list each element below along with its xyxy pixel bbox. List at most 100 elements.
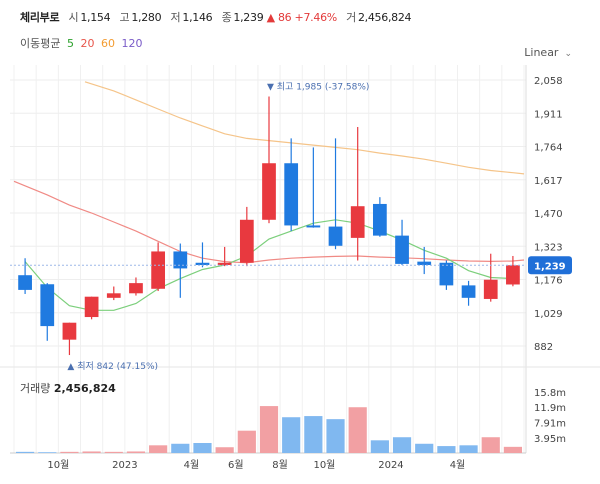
volume-bar: [237, 430, 256, 453]
volume-value: 2,456,824: [54, 382, 116, 395]
candle-body: [350, 206, 365, 238]
candle-body: [40, 284, 55, 327]
ma60-line: [84, 81, 525, 175]
x-tick-label: 10월: [313, 459, 335, 471]
volume-bar: [171, 443, 190, 453]
ma-legend-label: 이동평균: [20, 37, 61, 50]
volume-header-label: 거: [346, 11, 356, 24]
chevron-down-icon: ⌄: [564, 49, 572, 59]
candle-body: [284, 163, 299, 226]
open-label: 시: [68, 11, 79, 24]
high-value: 1,280: [131, 11, 162, 24]
y-tick-label: 1,617: [534, 176, 563, 187]
y-tick-label: 1,470: [534, 209, 563, 220]
stock-name: 체리부로: [20, 11, 60, 24]
last-price-tag: [528, 256, 572, 275]
ma-120: 120: [121, 37, 143, 50]
volume-bar: [259, 406, 279, 453]
candle-body: [106, 293, 121, 298]
y-tick-label: 1,764: [534, 143, 563, 154]
candle-body: [439, 262, 454, 286]
ma-5: 5: [66, 37, 74, 50]
candle-body: [195, 262, 210, 266]
candle-body: [18, 275, 32, 290]
scale-mode-dropdown[interactable]: Linear ⌄: [524, 46, 572, 59]
volume-bar: [82, 451, 101, 453]
ma-60: 60: [100, 37, 115, 50]
candle-body: [483, 279, 498, 299]
low-label: 저: [170, 11, 181, 24]
candle-body: [239, 219, 254, 263]
volume-bar: [193, 443, 212, 453]
volume-bar: [15, 451, 35, 453]
volume-tick-label: 15.8m: [534, 388, 566, 399]
candles: [18, 96, 520, 356]
y-tick-label: 1,911: [534, 109, 563, 120]
chart-grid: [0, 65, 600, 454]
volume-bar: [348, 407, 367, 453]
y-tick-label: 2,058: [534, 76, 563, 87]
y-tick-label: 1,029: [534, 309, 563, 320]
last-price-value: 1,239: [534, 261, 566, 272]
candle-body: [506, 265, 520, 285]
candle-body: [262, 163, 276, 220]
change-value: ▲ 86 +7.46%: [266, 11, 338, 24]
volume-tick-label: 7.91m: [534, 419, 566, 430]
x-tick-label: 10월: [47, 459, 69, 471]
candle-body: [129, 283, 143, 294]
volume-bar: [215, 447, 234, 453]
candle-body: [328, 226, 343, 246]
high-annotation: ▼ 최고 1,985 (-37.58%): [267, 82, 369, 93]
moving-average-legend[interactable]: 이동평균 5 20 60 120: [20, 35, 142, 51]
candle-body: [62, 322, 77, 340]
x-tick-label: 6월: [228, 459, 244, 471]
candle-body: [395, 235, 409, 264]
volume-bar: [326, 419, 345, 453]
y-tick-label: 1,176: [534, 276, 563, 287]
volume-bar: [149, 445, 168, 453]
y-tick-label: 882: [534, 342, 553, 353]
candle-body: [372, 203, 387, 236]
high-label: 고: [119, 11, 130, 24]
ma-20: 20: [80, 37, 95, 50]
close-value: 1,239: [233, 11, 264, 24]
volume-bar: [60, 451, 79, 453]
x-tick-label: 2024: [378, 460, 403, 471]
volume-bar: [459, 445, 478, 453]
volume-bar: [104, 451, 123, 453]
candle-body: [417, 261, 432, 266]
candle-body: [217, 262, 232, 266]
volume-label: 거래량 2,456,824: [20, 382, 116, 395]
axis-labels: 2,058 1,911 1,764 1,617 1,470 1,323 1,176 1,029…: [10, 76, 572, 471]
low-value: 1,146: [182, 11, 213, 24]
candle-body: [151, 251, 166, 289]
x-tick-label: 4월: [450, 459, 466, 471]
ma5-line: [24, 219, 513, 311]
volume-bar: [38, 452, 57, 453]
x-tick-label: 2023: [112, 460, 137, 471]
candle-body: [306, 225, 321, 228]
open-value: 1,154: [80, 11, 111, 24]
volume-bar: [437, 446, 456, 453]
volume-bar: [126, 451, 146, 453]
volume-bar: [282, 417, 301, 453]
scale-mode-label: Linear: [524, 46, 559, 59]
candle-body: [173, 251, 188, 269]
volume-bar: [481, 437, 500, 453]
low-annotation: ▲ 최저 842 (47.15%): [67, 361, 158, 372]
volume-header-value: 2,456,824: [357, 11, 412, 24]
candle-body: [84, 296, 99, 318]
x-tick-label: 4월: [184, 459, 200, 471]
volume-tick-label: 3.95m: [534, 434, 566, 445]
moving-average-lines: [13, 81, 525, 311]
price-summary: 체리부로 시 1,154 고 1,280 저 1,146 종 1,239 ▲ 86 +7…: [20, 9, 412, 25]
volume-bar: [415, 443, 434, 453]
volume-bar: [304, 416, 323, 453]
volume-bar: [392, 437, 412, 453]
x-tick-label: 8월: [272, 459, 288, 471]
y-tick-label: 1,323: [534, 242, 563, 253]
volume-bar: [370, 440, 389, 453]
candle-body: [461, 285, 476, 298]
volume-tick-label: 11.9m: [534, 403, 566, 414]
